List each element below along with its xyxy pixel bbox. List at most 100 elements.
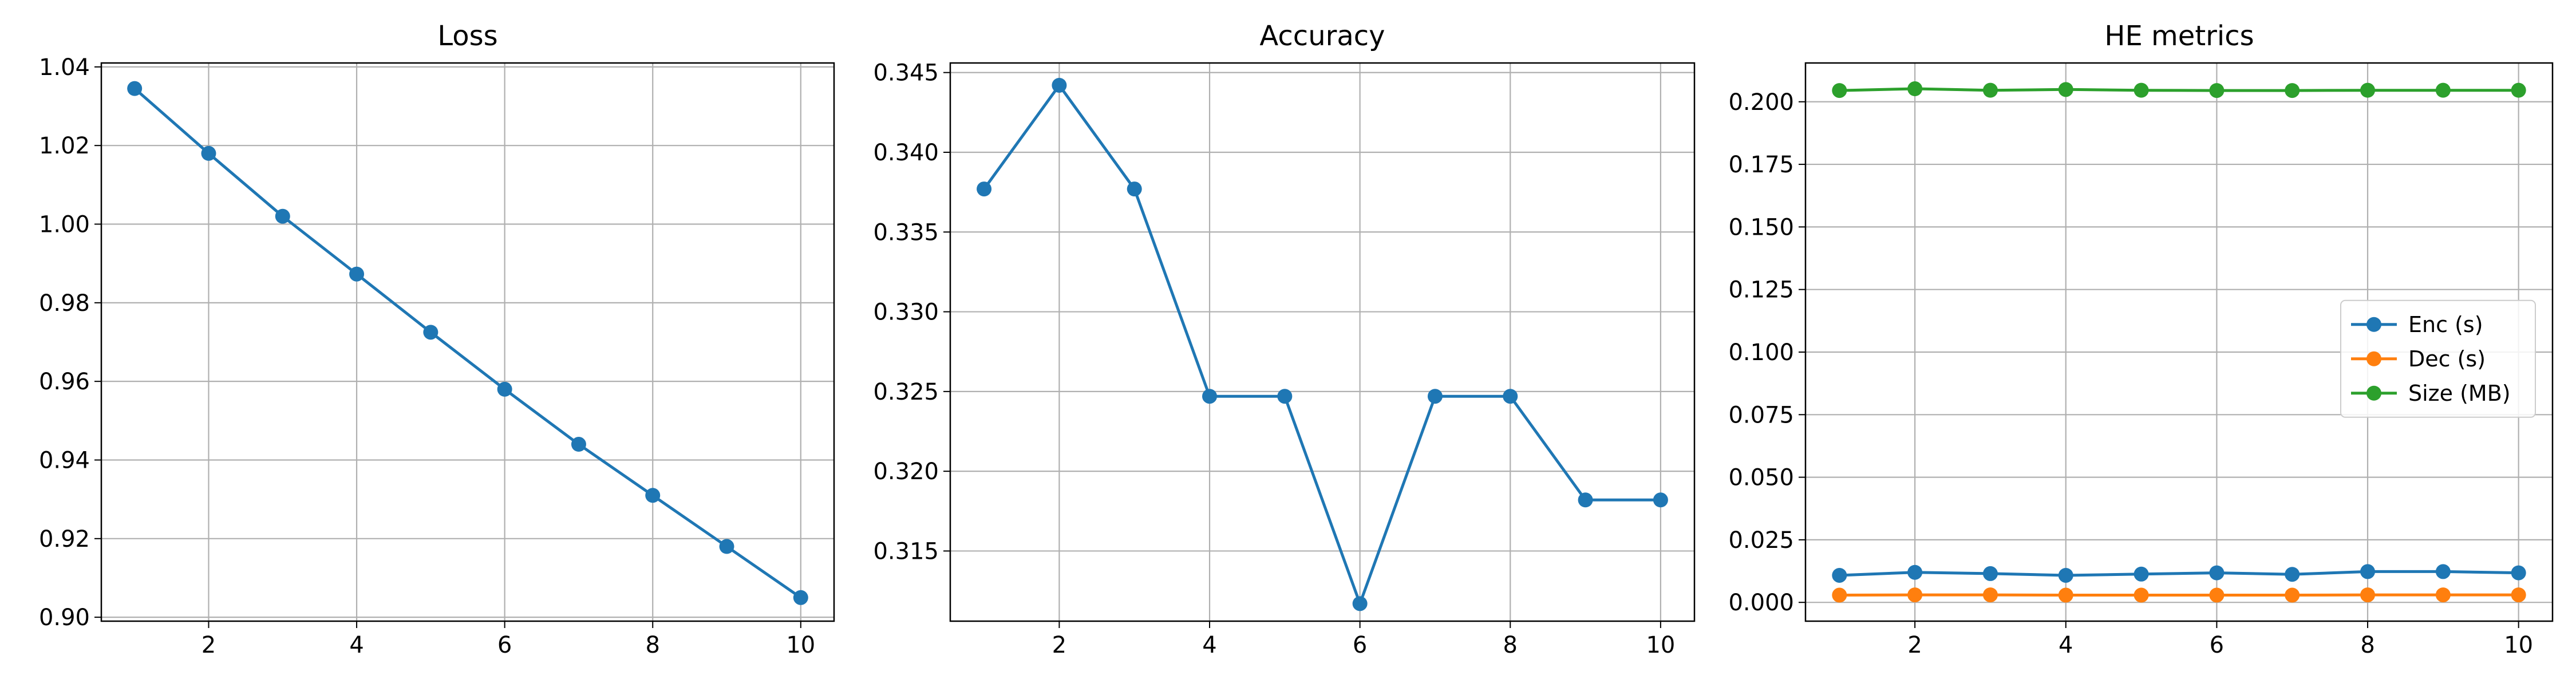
he-metrics-series-1-point bbox=[2058, 587, 2073, 603]
accuracy-x-tick-label: 6 bbox=[1353, 632, 1367, 658]
loss-axes-frame bbox=[100, 62, 835, 622]
accuracy-series-0-point bbox=[1653, 492, 1668, 508]
loss-series-0-point bbox=[275, 208, 290, 224]
he-metrics-series-2-point bbox=[1907, 81, 1923, 97]
loss-y-tick-label: 0.94 bbox=[39, 447, 90, 473]
he-metrics-x-tick-label: 2 bbox=[1907, 632, 1922, 658]
he-metrics-legend-label: Dec (s) bbox=[2408, 346, 2486, 372]
he-metrics-series-1-point bbox=[2209, 587, 2225, 603]
accuracy-series-0-point bbox=[977, 181, 992, 197]
accuracy-y-tick-label: 0.330 bbox=[873, 299, 939, 326]
accuracy-y-tick-label: 0.325 bbox=[873, 379, 939, 405]
loss-series-0-line bbox=[133, 87, 802, 599]
he-metrics-legend-marker bbox=[2366, 351, 2381, 366]
accuracy-x-tick-label: 4 bbox=[1202, 632, 1216, 658]
he-metrics-series-0-point bbox=[2511, 565, 2526, 581]
loss-y-tick-label: 1.04 bbox=[39, 54, 90, 81]
he-metrics-y-tick-label: 0.175 bbox=[1728, 152, 1794, 178]
accuracy-series-0-line bbox=[983, 84, 1661, 605]
he-metrics-series-0-point bbox=[2209, 565, 2225, 581]
he-metrics-series-2-point bbox=[2209, 83, 2225, 98]
he-metrics-chart: HE metrics 2 4 6 8 10 0.000 0.025 0.050 0.075 0.1… bbox=[1728, 20, 2554, 658]
he-metrics-series-2-point bbox=[2435, 82, 2451, 98]
he-metrics-series-2-point bbox=[1832, 83, 1847, 98]
he-metrics-y-tick-label: 0.000 bbox=[1728, 590, 1794, 616]
loss-chart: Loss 2 4 6 8 10 0.90 0.92 0.94 0.96 0.98 1.00 1.02 1… bbox=[39, 20, 835, 658]
loss-x-tick-label: 10 bbox=[786, 632, 815, 658]
he-metrics-series-0-point bbox=[1907, 564, 1923, 580]
he-metrics-series-1-point bbox=[2511, 587, 2526, 603]
accuracy-x-tick-label: 8 bbox=[1503, 632, 1518, 658]
he-metrics-y-tick-label: 0.150 bbox=[1728, 214, 1794, 240]
he-metrics-y-tick-label: 0.075 bbox=[1728, 402, 1794, 428]
he-metrics-series-1-point bbox=[1982, 587, 1998, 603]
he-metrics-series-2-line bbox=[1839, 87, 2519, 92]
loss-series-0-point bbox=[201, 145, 216, 161]
loss-y-tick-label: 1.00 bbox=[39, 212, 90, 238]
he-metrics-series-1-point bbox=[2435, 587, 2451, 603]
accuracy-x-tick-label: 2 bbox=[1052, 632, 1066, 658]
loss-series-0-point bbox=[793, 590, 808, 605]
he-metrics-series-1-point bbox=[1832, 587, 1847, 603]
he-metrics-series-1-point bbox=[2360, 587, 2376, 603]
accuracy-y-tick-label: 0.340 bbox=[873, 140, 939, 166]
he-metrics-series-0-point bbox=[2360, 564, 2376, 579]
he-metrics-series-2-point bbox=[2285, 83, 2300, 98]
he-metrics-y-tick-label: 0.200 bbox=[1728, 89, 1794, 116]
he-metrics-legend: Enc (s) Dec (s) Size (MB) bbox=[2340, 299, 2536, 418]
he-metrics-series-2-point bbox=[2360, 82, 2376, 98]
loss-series-0-point bbox=[127, 81, 143, 96]
loss-series-0-point bbox=[571, 437, 586, 452]
accuracy-series-0-point bbox=[1277, 389, 1293, 404]
loss-y-tick-label: 0.96 bbox=[39, 369, 90, 395]
he-metrics-legend-label: Size (MB) bbox=[2408, 381, 2511, 406]
he-metrics-x-tick-label: 8 bbox=[2360, 632, 2374, 658]
he-metrics-series-0-point bbox=[2134, 566, 2149, 582]
accuracy-series-0-point bbox=[1503, 389, 1518, 404]
accuracy-series-0-point bbox=[1202, 389, 1218, 404]
accuracy-chart-title: Accuracy bbox=[1259, 20, 1385, 52]
he-metrics-chart-title: HE metrics bbox=[2104, 20, 2254, 52]
he-metrics-series-2-point bbox=[1982, 82, 1998, 98]
he-metrics-series-0-point bbox=[1982, 566, 1998, 581]
he-metrics-series-0-point bbox=[2435, 564, 2451, 579]
he-metrics-legend-marker bbox=[2366, 317, 2381, 332]
he-metrics-series-2-point bbox=[2058, 82, 2073, 97]
loss-y-tick-label: 0.90 bbox=[39, 605, 90, 631]
he-metrics-series-0-point bbox=[2285, 567, 2300, 582]
he-metrics-series-0-point bbox=[2058, 567, 2073, 583]
he-metrics-series-2-point bbox=[2134, 82, 2149, 98]
loss-x-tick-label: 4 bbox=[349, 632, 364, 658]
he-metrics-series-1-point bbox=[2285, 587, 2300, 603]
he-metrics-y-tick-label: 0.100 bbox=[1728, 339, 1794, 366]
accuracy-y-tick-label: 0.315 bbox=[873, 538, 939, 564]
accuracy-series-0-point bbox=[1127, 181, 1142, 197]
loss-chart-title: Loss bbox=[437, 20, 497, 52]
he-metrics-x-tick-label: 4 bbox=[2059, 632, 2073, 658]
he-metrics-series-1-point bbox=[2134, 587, 2149, 603]
he-metrics-legend-box bbox=[2340, 299, 2536, 418]
accuracy-series-0-point bbox=[1578, 492, 1593, 508]
accuracy-series-0-point bbox=[1352, 596, 1368, 611]
loss-series-0-point bbox=[349, 266, 365, 282]
loss-x-tick-label: 2 bbox=[202, 632, 216, 658]
accuracy-y-tick-label: 0.320 bbox=[873, 459, 939, 485]
accuracy-x-tick-label: 10 bbox=[1646, 632, 1675, 658]
accuracy-axes-frame bbox=[949, 62, 1696, 622]
he-metrics-series-0-point bbox=[1832, 567, 1847, 583]
loss-y-tick-label: 0.92 bbox=[39, 526, 90, 552]
he-metrics-series-1-point bbox=[1907, 587, 1923, 603]
he-metrics-legend-marker bbox=[2366, 385, 2381, 401]
he-metrics-legend-label: Enc (s) bbox=[2408, 312, 2483, 337]
accuracy-series-0-point bbox=[1427, 389, 1443, 404]
accuracy-chart: Accuracy 2 4 6 8 10 0.315 0.320 0.325 0.330 0.335… bbox=[873, 20, 1696, 658]
he-metrics-y-tick-label: 0.025 bbox=[1728, 527, 1794, 554]
loss-x-tick-label: 6 bbox=[497, 632, 512, 658]
loss-series-0-point bbox=[497, 381, 512, 397]
he-metrics-series-2-point bbox=[2511, 82, 2526, 98]
he-metrics-y-tick-label: 0.125 bbox=[1728, 277, 1794, 303]
loss-series-0-point bbox=[645, 488, 661, 503]
he-metrics-series-0-line bbox=[1839, 570, 2519, 577]
